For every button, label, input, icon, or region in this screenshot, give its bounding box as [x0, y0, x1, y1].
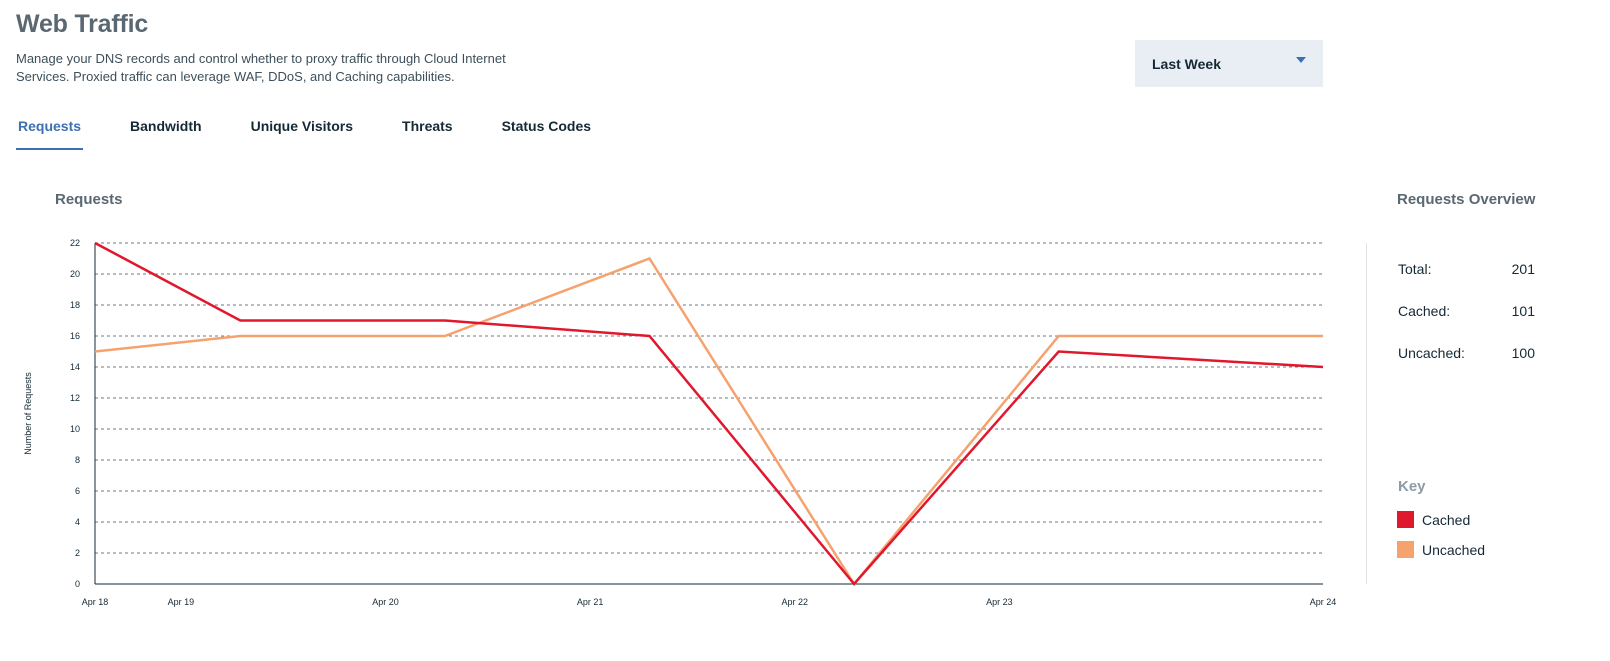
- y-tick-label: 16: [70, 331, 80, 341]
- key-item-uncached: Uncached: [1397, 541, 1485, 558]
- time-range-value: Last Week: [1152, 55, 1221, 72]
- y-axis-label: Number of Requests: [23, 372, 33, 455]
- chart-title: Requests: [55, 191, 123, 208]
- chart-grid: [95, 242, 1323, 554]
- stat-value: 100: [1511, 345, 1535, 361]
- stat-value: 201: [1511, 261, 1535, 277]
- y-tick-label: 12: [70, 393, 80, 403]
- stat-label: Total:: [1398, 261, 1432, 277]
- y-tick-label: 18: [70, 300, 80, 310]
- stat-value: 101: [1511, 303, 1535, 319]
- overview-divider: [1366, 243, 1367, 584]
- tab-requests[interactable]: Requests: [16, 116, 84, 150]
- time-range-dropdown[interactable]: Last Week: [1135, 40, 1323, 87]
- tab-unique-visitors[interactable]: Unique Visitors: [250, 118, 354, 134]
- series-line-uncached: [94, 256, 1323, 587]
- y-tick-label: 0: [75, 579, 80, 589]
- stat-cached: Cached: 101: [1398, 303, 1535, 319]
- key-label: Cached: [1422, 511, 1471, 528]
- stat-label: Uncached:: [1398, 345, 1465, 361]
- page-title: Web Traffic: [16, 10, 149, 38]
- y-tick-label: 8: [75, 455, 80, 465]
- y-tick-label: 14: [70, 362, 80, 372]
- swatch-cached: [1397, 511, 1414, 528]
- x-tick-label: Apr 24: [1310, 597, 1337, 607]
- y-tick-label: 10: [70, 424, 80, 434]
- chart-series: [94, 241, 1324, 587]
- x-tick-label: Apr 20: [372, 597, 399, 607]
- page-description: Manage your DNS records and control whet…: [16, 51, 506, 84]
- x-tick-label: Apr 23: [986, 597, 1013, 607]
- x-tick-label: Apr 18: [82, 597, 109, 607]
- x-tick-label: Apr 22: [781, 597, 808, 607]
- swatch-uncached: [1397, 541, 1414, 558]
- key-item-cached: Cached: [1397, 511, 1470, 528]
- y-tick-label: 6: [75, 486, 80, 496]
- x-tick-label: Apr 21: [577, 597, 604, 607]
- traffic-tabs: Requests Bandwidth Unique Visitors Threa…: [16, 116, 638, 152]
- stat-uncached: Uncached: 100: [1398, 345, 1535, 361]
- stat-total: Total: 201: [1398, 261, 1535, 277]
- caret-down-icon: [1296, 56, 1306, 63]
- stat-label: Cached:: [1398, 303, 1451, 319]
- overview-title: Requests Overview: [1397, 191, 1536, 208]
- chart-axes: [94, 243, 1323, 585]
- y-tick-label: 22: [70, 238, 80, 248]
- key-label: Uncached: [1422, 541, 1486, 558]
- tab-bandwidth[interactable]: Bandwidth: [130, 118, 202, 134]
- y-tick-label: 4: [75, 517, 80, 527]
- tab-status-codes[interactable]: Status Codes: [501, 118, 592, 134]
- requests-line-chart: 0 2 4 6 8 10 12 14 16 18 20 22 Apr 18 Apr 19 Apr 20 Apr…: [23, 238, 1336, 607]
- series-line-cached: [94, 241, 1324, 586]
- tab-threats[interactable]: Threats: [402, 118, 453, 134]
- chart-labels: 0 2 4 6 8 10 12 14 16 18 20 22 Apr 18 Apr 19 Apr 20 Apr…: [23, 238, 1336, 607]
- x-tick-label: Apr 19: [168, 597, 195, 607]
- key-title: Key: [1398, 478, 1426, 495]
- y-tick-label: 20: [70, 269, 80, 279]
- y-tick-label: 2: [75, 548, 80, 558]
